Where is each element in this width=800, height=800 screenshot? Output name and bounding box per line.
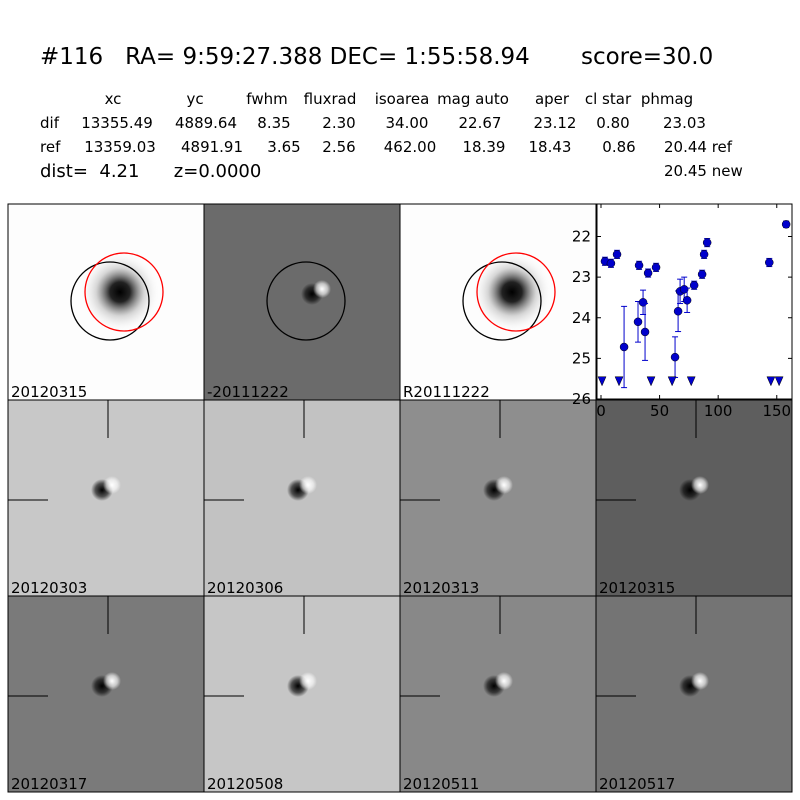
stamp	[203, 203, 401, 401]
stamp-label: 20120313	[403, 579, 479, 597]
source-pos	[691, 476, 709, 494]
upper-limit	[667, 376, 677, 387]
y-tick-label: 22	[572, 228, 591, 246]
source	[472, 252, 552, 332]
cell: 2.30	[322, 114, 355, 132]
cell: 20.44 ref	[664, 138, 733, 156]
x-tick-label: 100	[704, 402, 733, 420]
source-pos	[313, 280, 331, 298]
stamp-label: 20120315	[599, 579, 675, 597]
stamp-label: 20120517	[599, 775, 675, 793]
cell: 462.00	[384, 138, 437, 156]
upper-limit	[614, 376, 624, 387]
stamp-label: R20111222	[403, 383, 490, 401]
stamp-label: -20111222	[207, 383, 289, 401]
upper-limit	[766, 376, 776, 387]
point	[673, 307, 683, 316]
point	[697, 270, 707, 279]
cell: 13355.49	[81, 114, 153, 132]
point	[702, 238, 712, 247]
y-tick-label: 26	[572, 390, 591, 408]
det-circle	[476, 252, 556, 332]
stamp-label: 20120508	[207, 775, 283, 793]
column-header: fwhm	[246, 90, 287, 108]
source	[80, 252, 160, 332]
stamp-label: 20120315	[11, 383, 87, 401]
point	[765, 258, 774, 267]
point	[633, 317, 643, 327]
cell: 3.65	[267, 138, 300, 156]
point	[634, 261, 644, 270]
cell: 4889.64	[175, 114, 237, 132]
ref-circle	[462, 261, 542, 341]
stamp-label: 20120303	[11, 579, 87, 597]
point	[670, 352, 680, 362]
y-tick-label: 25	[572, 349, 591, 367]
stamp-label: 20120511	[403, 775, 479, 793]
column-header: cl star	[585, 90, 632, 108]
source-pos	[691, 672, 709, 690]
point	[619, 342, 629, 352]
upper-limit	[686, 376, 696, 387]
ref-circle	[266, 261, 346, 341]
point	[612, 250, 622, 259]
ref-circle	[70, 261, 150, 341]
point	[781, 220, 791, 229]
point	[651, 263, 661, 272]
source-pos	[103, 672, 121, 690]
cell: 0.80	[596, 114, 629, 132]
cell: 34.00	[386, 114, 429, 132]
point	[689, 281, 699, 290]
source-pos	[299, 672, 317, 690]
point	[643, 268, 653, 278]
row-label: ref	[40, 138, 61, 156]
cell: 2.56	[322, 138, 355, 156]
x-tick-label: 0	[596, 402, 606, 420]
column-header: xc	[105, 90, 122, 108]
phmag-new: 20.45 new	[664, 162, 743, 180]
plot-area	[596, 203, 793, 400]
cell: 23.03	[663, 114, 706, 132]
title: #116 RA= 9:59:27.388 DEC= 1:55:58.94 sco…	[40, 44, 713, 70]
source-pos	[495, 476, 513, 494]
stamp-label: 20120317	[11, 775, 87, 793]
cell: 13359.03	[84, 138, 156, 156]
cell: 22.67	[459, 114, 502, 132]
x-tick-label: 150	[762, 402, 791, 420]
upper-limit	[774, 376, 784, 387]
upper-limit	[597, 376, 607, 387]
det-circle	[84, 252, 164, 332]
cell: 23.12	[534, 114, 577, 132]
cell: 18.43	[529, 138, 572, 156]
column-header: fluxrad	[304, 90, 357, 108]
row-label: dif	[40, 114, 60, 132]
source-pos	[103, 476, 121, 494]
cell: 0.86	[602, 138, 635, 156]
point	[699, 250, 709, 259]
point	[638, 298, 648, 307]
column-header: isoarea	[375, 90, 430, 108]
stamp-label: 20120306	[207, 579, 283, 597]
point	[640, 327, 650, 337]
column-header: aper	[535, 90, 570, 108]
y-tick-label: 23	[572, 268, 591, 286]
cell: 4891.91	[181, 138, 243, 156]
dist-line: dist= 4.21 z=0.0000	[40, 161, 261, 182]
column-header: phmag	[641, 90, 693, 108]
point	[682, 296, 692, 305]
cell: 8.35	[257, 114, 290, 132]
x-tick-label: 50	[650, 402, 669, 420]
point	[679, 285, 689, 294]
cell: 18.39	[463, 138, 506, 156]
source-pos	[495, 672, 513, 690]
source-pos	[299, 476, 317, 494]
column-header: mag auto	[437, 90, 509, 108]
column-header: yc	[186, 90, 203, 108]
y-tick-label: 24	[572, 309, 591, 327]
point	[606, 259, 616, 268]
upper-limit	[646, 376, 656, 387]
